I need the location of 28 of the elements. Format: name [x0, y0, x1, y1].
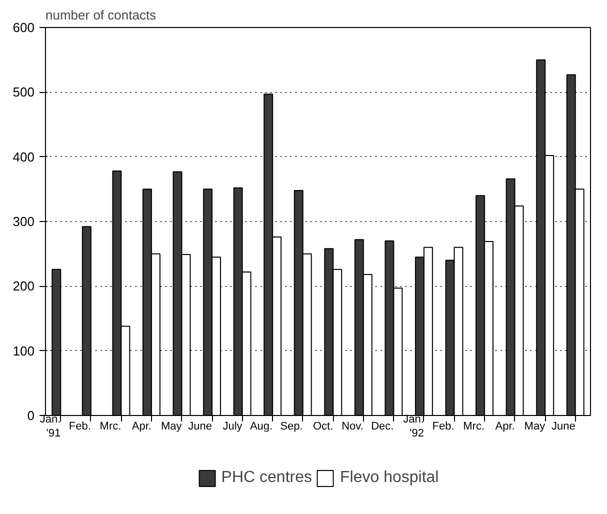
x-tick-label: June	[188, 420, 212, 432]
x-tick-label: Feb.	[432, 420, 454, 432]
x-tick-label: Jan. '92	[403, 413, 424, 440]
x-tick-label: Oct.	[312, 420, 334, 432]
x-tick-label: July	[222, 420, 243, 432]
x-tick-label: Mrc.	[463, 420, 485, 432]
x-tick-label: Mrc.	[100, 420, 122, 432]
x-tick-label: May	[524, 420, 546, 432]
x-tick-label: June	[552, 420, 576, 432]
y-tick-label: 0	[27, 408, 35, 423]
x-tick-label: Jan. '91	[40, 413, 61, 440]
y-tick-label: 600	[12, 20, 35, 35]
x-tick-label: Aug.	[250, 420, 273, 432]
y-axis-title: number of contacts	[46, 8, 157, 22]
x-tick-label: Nov.	[342, 420, 364, 432]
legend-label: Flevo hospital	[340, 468, 439, 486]
x-tick-label: Apr.	[495, 420, 515, 432]
y-tick-label: 100	[12, 343, 35, 358]
y-tick-label: 400	[12, 149, 35, 164]
y-tick-label: 500	[12, 84, 35, 100]
x-tick-label: May	[160, 420, 182, 432]
x-tick-label: Sep.	[280, 420, 303, 432]
x-tick-label: Dec.	[371, 420, 394, 432]
legend-label: PHC centres	[221, 468, 312, 486]
y-tick-label: 200	[12, 278, 35, 294]
x-tick-label: Apr.	[132, 420, 152, 432]
y-tick-label: 300	[12, 214, 35, 229]
x-tick-label: Feb.	[68, 420, 91, 432]
